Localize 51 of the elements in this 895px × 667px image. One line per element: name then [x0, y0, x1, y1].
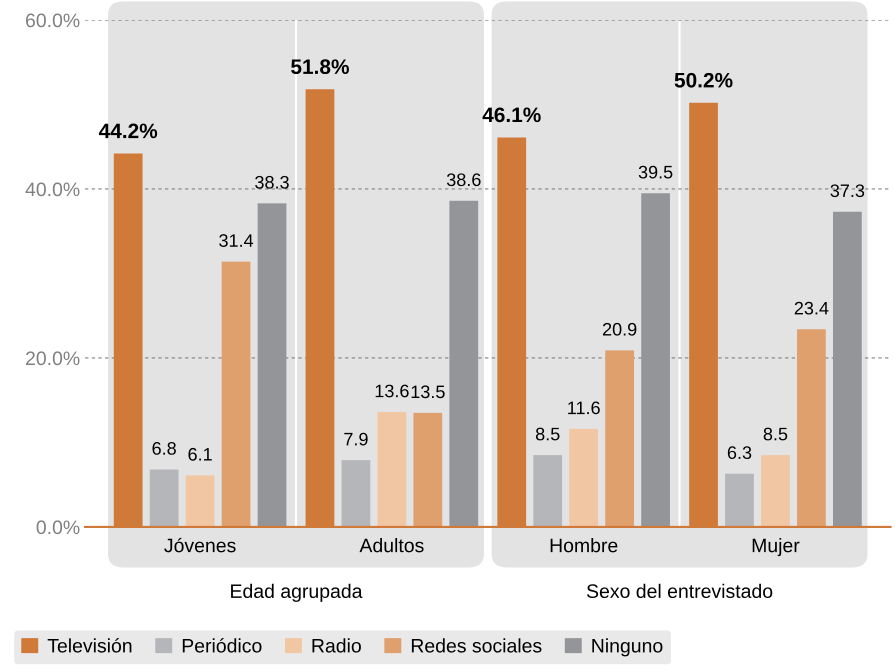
data-label: 44.2% — [98, 124, 158, 138]
bar — [378, 412, 406, 527]
x-tick-label: Hombre — [550, 538, 618, 552]
data-label: 38.3 — [255, 176, 289, 189]
bar — [605, 350, 634, 527]
data-label: 11.6 — [568, 401, 600, 414]
y-tick-label: 40.0% — [25, 182, 80, 196]
y-tick-label: 60.0% — [26, 13, 80, 28]
x-tick-label: Jóvenes — [164, 538, 236, 552]
bar — [832, 212, 862, 527]
bar — [258, 203, 286, 527]
y-tick-label: 0.0% — [36, 520, 80, 534]
bar — [533, 455, 562, 527]
x-tick-label: Mujer — [752, 538, 800, 556]
data-label: 13.6 — [376, 384, 409, 398]
data-label: 7.9 — [344, 432, 368, 446]
bar — [569, 428, 598, 527]
y-tick-label: 20.0% — [26, 351, 80, 366]
bar — [222, 262, 250, 527]
bar — [449, 200, 478, 527]
data-label: 6.8 — [152, 442, 176, 455]
data-label: 51.8% — [291, 59, 349, 74]
data-label: 38.6 — [446, 173, 481, 186]
bar — [725, 474, 754, 527]
data-label: 13.5 — [412, 385, 445, 398]
data-label: 23.4 — [794, 302, 828, 315]
data-label: 8.5 — [536, 428, 560, 440]
text: Edad agrupada — [231, 584, 362, 602]
data-label: 31.4 — [219, 234, 254, 247]
bar — [797, 329, 826, 527]
text: Sexo del entrevistado — [586, 584, 772, 598]
bar — [761, 455, 790, 527]
bar — [186, 475, 214, 527]
legend-label: Radio — [312, 638, 361, 653]
data-label: 39.5 — [638, 166, 672, 179]
data-label: 50.2% — [674, 72, 733, 88]
data-label: 37.3 — [830, 184, 864, 198]
bar — [342, 460, 370, 527]
bar — [641, 193, 670, 527]
bar — [150, 469, 179, 527]
bar — [413, 412, 442, 527]
legend-label: Televisión — [48, 638, 132, 653]
data-label: 20.9 — [602, 322, 636, 336]
data-label: 6.3 — [728, 446, 752, 460]
legend-label: Periódico — [182, 638, 262, 653]
legend-label: Ninguno — [592, 638, 662, 656]
legend-label: Redes sociales — [412, 638, 542, 653]
x-tick-label: Adultos — [359, 538, 424, 552]
data-label: 6.1 — [188, 448, 212, 461]
data-label: 8.5 — [764, 428, 788, 440]
data-label: 46.1% — [482, 107, 541, 122]
